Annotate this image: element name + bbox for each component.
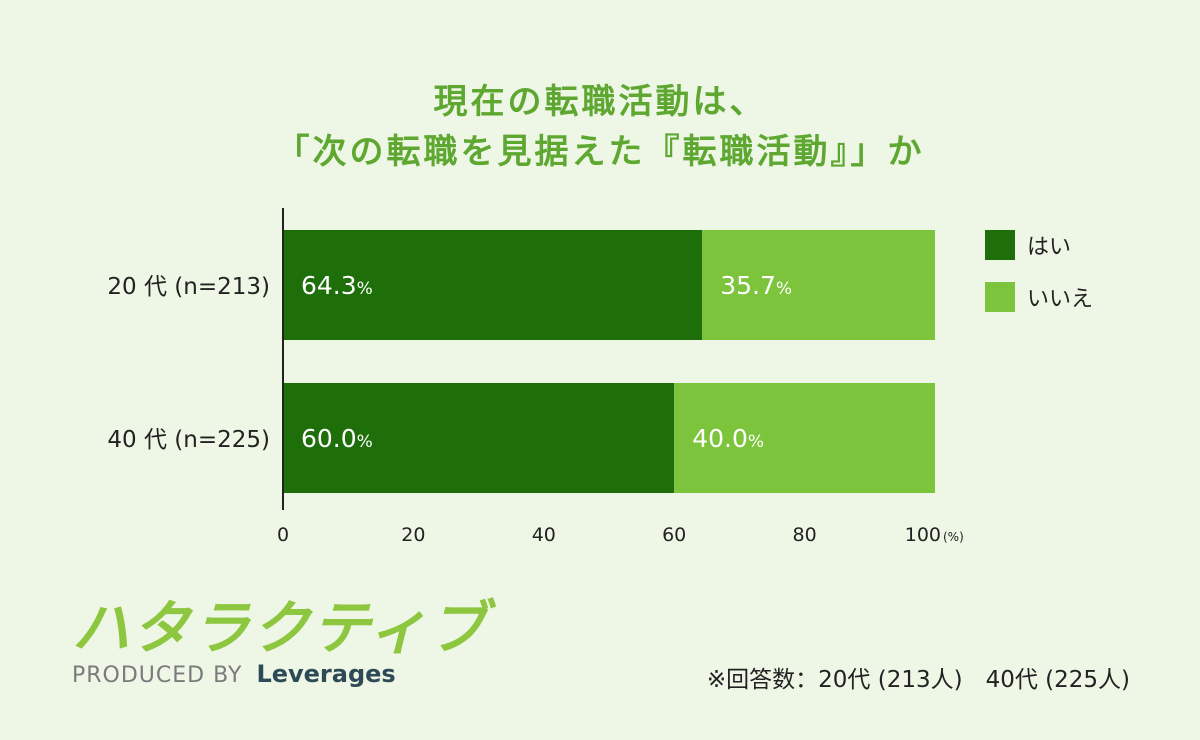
category-label-0: 20 代 (n=213)	[107, 274, 270, 300]
bar-1-0	[283, 383, 675, 493]
bar-1-1	[674, 383, 935, 493]
x-tick-label-5: 100	[905, 524, 941, 546]
legend-item-yes: はい	[985, 229, 1071, 261]
chart-title-line2: 「次の転職を見据えた『転職活動』」か	[275, 132, 925, 172]
legend-label-yes: はい	[1027, 235, 1072, 260]
produced-by-line: PRODUCED BY Leverages	[72, 660, 396, 688]
legend-label-no: いいえ	[1027, 287, 1094, 312]
bar-0-0	[283, 230, 703, 340]
x-tick-label-4: 80	[793, 524, 817, 546]
x-axis-unit: (%)	[943, 530, 964, 544]
x-tick-label-0: 0	[277, 524, 289, 546]
leverages-brand: Leverages	[256, 660, 396, 688]
bar-0-1	[702, 230, 935, 340]
hataractive-logo: ハタラクティブ	[72, 594, 489, 662]
legend-swatch-no	[985, 282, 1015, 312]
legend-swatch-yes	[985, 230, 1015, 260]
x-tick-label-2: 40	[532, 524, 556, 546]
legend-item-no: いいえ	[985, 281, 1093, 313]
x-tick-label-3: 60	[662, 524, 686, 546]
category-label-1: 40 代 (n=225)	[107, 427, 270, 453]
x-tick-label-1: 20	[401, 524, 425, 546]
chart-title-line1: 現在の転職活動は、	[433, 82, 767, 122]
produced-by-text: PRODUCED BY	[72, 663, 243, 688]
response-count-footnote: ※回答数：20代 (213人) 40代 (225人)	[706, 667, 1130, 693]
